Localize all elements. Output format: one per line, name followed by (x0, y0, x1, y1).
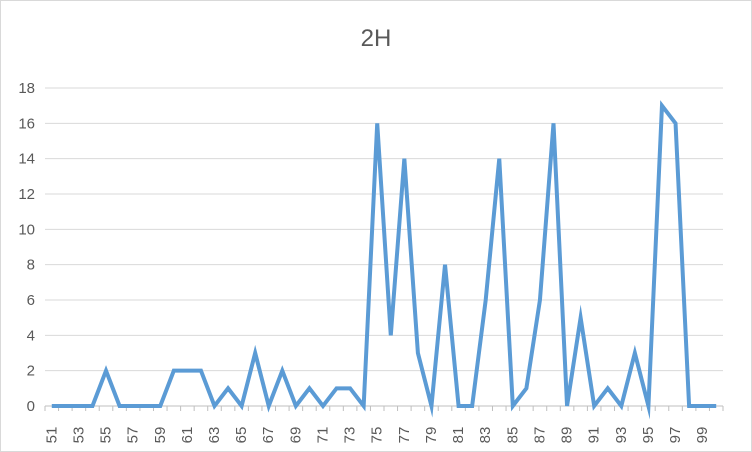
y-tick-label: 6 (27, 292, 35, 309)
y-tick-label: 14 (18, 151, 35, 168)
series-line (51, 100, 717, 420)
x-tick-label: 53 (70, 427, 87, 444)
x-tick-label: 81 (450, 427, 467, 444)
x-tick-label: 73 (342, 427, 359, 444)
x-tick-label: 51 (43, 427, 60, 444)
y-tick-label: 0 (27, 398, 35, 415)
x-tick-label: 93 (613, 427, 630, 444)
chart-title: 2H (360, 25, 392, 52)
x-tick-label: 95 (640, 427, 657, 444)
y-tick-label: 4 (27, 327, 35, 344)
x-tick-label: 69 (287, 427, 304, 444)
x-tick-label: 57 (125, 427, 142, 444)
y-tick-label: 2 (27, 363, 35, 380)
y-tick-label: 8 (27, 257, 35, 274)
y-tick-label: 18 (18, 80, 35, 97)
x-tick-label: 61 (179, 427, 196, 444)
x-tick-label: 65 (233, 427, 250, 444)
x-tick-label: 91 (586, 427, 603, 444)
x-tick-label: 59 (152, 427, 169, 444)
x-tick-label: 97 (667, 427, 684, 444)
x-tick-label: 67 (260, 427, 277, 444)
y-tick-label: 16 (18, 115, 35, 132)
x-tick-label: 55 (98, 427, 115, 444)
y-tick-label: 12 (18, 186, 35, 203)
x-tick-label: 83 (477, 427, 494, 444)
x-tick-label: 89 (559, 427, 576, 444)
x-tick-label: 79 (423, 427, 440, 444)
x-tick-label: 99 (694, 427, 711, 444)
x-tick-label: 87 (531, 427, 548, 444)
x-tick-label: 63 (206, 427, 223, 444)
x-tick-label: 75 (369, 427, 386, 444)
x-tick-label: 71 (314, 427, 331, 444)
x-tick-label: 77 (396, 427, 413, 444)
x-tick-label: 85 (504, 427, 521, 444)
y-tick-label: 10 (18, 221, 35, 238)
